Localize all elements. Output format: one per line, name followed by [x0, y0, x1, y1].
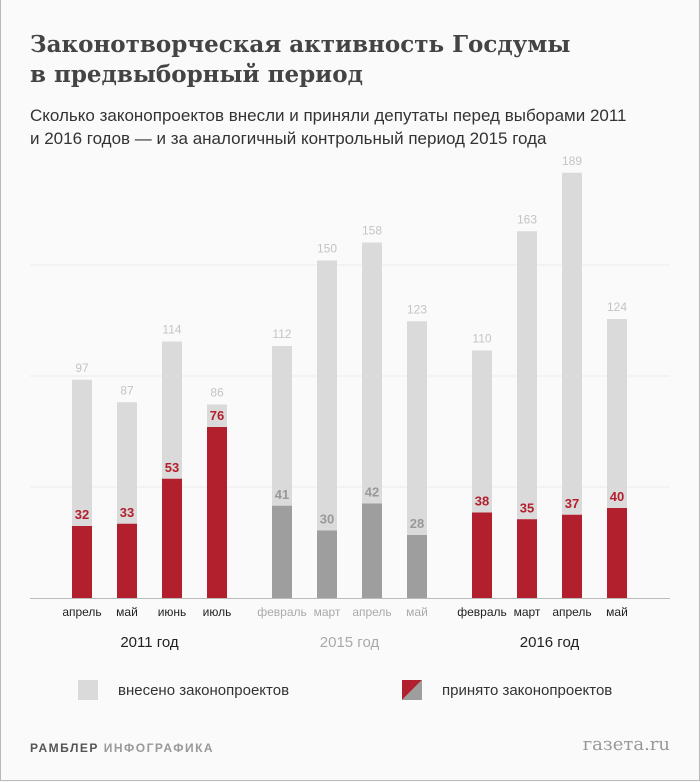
- data-label-introduced: 86: [210, 386, 224, 400]
- data-label-introduced: 150: [317, 242, 337, 256]
- bar-introduced: [517, 231, 537, 598]
- data-label-introduced: 123: [407, 302, 427, 316]
- page-title: Законотворческая активность Госдумы в пр…: [30, 30, 650, 90]
- data-label-accepted: 30: [320, 512, 334, 527]
- x-tick-label: май: [606, 605, 628, 619]
- group-label: 2016 год: [520, 634, 580, 651]
- x-tick-label: апрель: [352, 605, 391, 619]
- bar-introduced: [562, 172, 582, 598]
- data-label-accepted: 35: [520, 500, 534, 515]
- legend-accepted: принято законопроектов: [402, 680, 612, 700]
- data-label-introduced: 189: [562, 154, 582, 168]
- bar-accepted: [517, 519, 537, 598]
- bar-accepted: [72, 526, 92, 598]
- data-label-introduced: 97: [75, 361, 89, 375]
- gazeta-logo: газета.ru: [582, 734, 670, 755]
- bar-accepted: [117, 523, 137, 598]
- bar-accepted: [207, 427, 227, 598]
- data-label-introduced: 158: [362, 224, 382, 238]
- bar-accepted: [407, 535, 427, 598]
- subtitle-line-1: Сколько законопроектов внесли и приняли …: [30, 106, 627, 125]
- bar-accepted: [362, 503, 382, 598]
- legend-swatch-accepted: [402, 680, 422, 700]
- bar-chart: 97 32 апрель 87 33 май 114 53 июнь 86 76 июль 2011 г…: [30, 154, 670, 651]
- data-label-accepted: 33: [120, 505, 134, 520]
- data-label-accepted: 40: [610, 489, 624, 504]
- data-label-accepted: 53: [165, 460, 179, 475]
- data-label-accepted: 76: [210, 408, 224, 423]
- data-label-introduced: 110: [472, 332, 491, 346]
- bar-introduced: [407, 321, 427, 598]
- group-label: 2011 год: [120, 634, 179, 651]
- data-label-accepted: 32: [75, 507, 89, 522]
- x-tick-label: май: [116, 605, 138, 619]
- x-tick-label: февраль: [257, 605, 307, 619]
- legend-label-accepted: принято законопроектов: [442, 681, 613, 699]
- group-label: 2015 год: [320, 634, 380, 651]
- bar-introduced: [317, 260, 337, 598]
- data-label-introduced: 114: [162, 323, 181, 337]
- legend-swatch-introduced: [78, 680, 98, 700]
- data-label-introduced: 124: [607, 300, 627, 314]
- bar-accepted: [607, 508, 627, 598]
- x-tick-label: март: [514, 605, 541, 619]
- legend-introduced: внесено законопроектов: [78, 680, 289, 700]
- bar-accepted: [162, 478, 182, 598]
- bar-accepted: [272, 505, 292, 598]
- data-label-introduced: 112: [272, 327, 291, 341]
- data-label-introduced: 163: [517, 212, 537, 226]
- subtitle-line-2: и 2016 годов — и за аналогичный контроль…: [30, 129, 547, 148]
- x-tick-label: март: [314, 605, 341, 619]
- data-label-accepted: 38: [475, 494, 489, 509]
- data-label-accepted: 41: [275, 487, 289, 502]
- title-line-1: Законотворческая активность Госдумы: [30, 31, 571, 58]
- rambler-infographics-logo: РАМБЛЕР ИНФОГРАФИКА: [30, 741, 215, 755]
- data-label-accepted: 42: [365, 485, 379, 500]
- x-tick-label: февраль: [457, 605, 507, 619]
- bar-accepted: [562, 514, 582, 598]
- bar-accepted: [317, 530, 337, 598]
- x-tick-label: апрель: [552, 605, 591, 619]
- x-tick-label: июнь: [158, 605, 187, 619]
- data-label-introduced: 87: [120, 383, 134, 397]
- subtitle: Сколько законопроектов внесли и приняли …: [30, 104, 670, 150]
- data-label-accepted: 28: [410, 516, 424, 531]
- x-tick-label: июль: [203, 605, 232, 619]
- bar-accepted: [472, 512, 492, 598]
- legend-label-introduced: внесено законопроектов: [118, 681, 290, 699]
- x-tick-label: апрель: [62, 605, 101, 619]
- x-tick-label: май: [406, 605, 428, 619]
- title-line-2: в предвыборный период: [30, 61, 363, 88]
- data-label-accepted: 37: [565, 496, 579, 511]
